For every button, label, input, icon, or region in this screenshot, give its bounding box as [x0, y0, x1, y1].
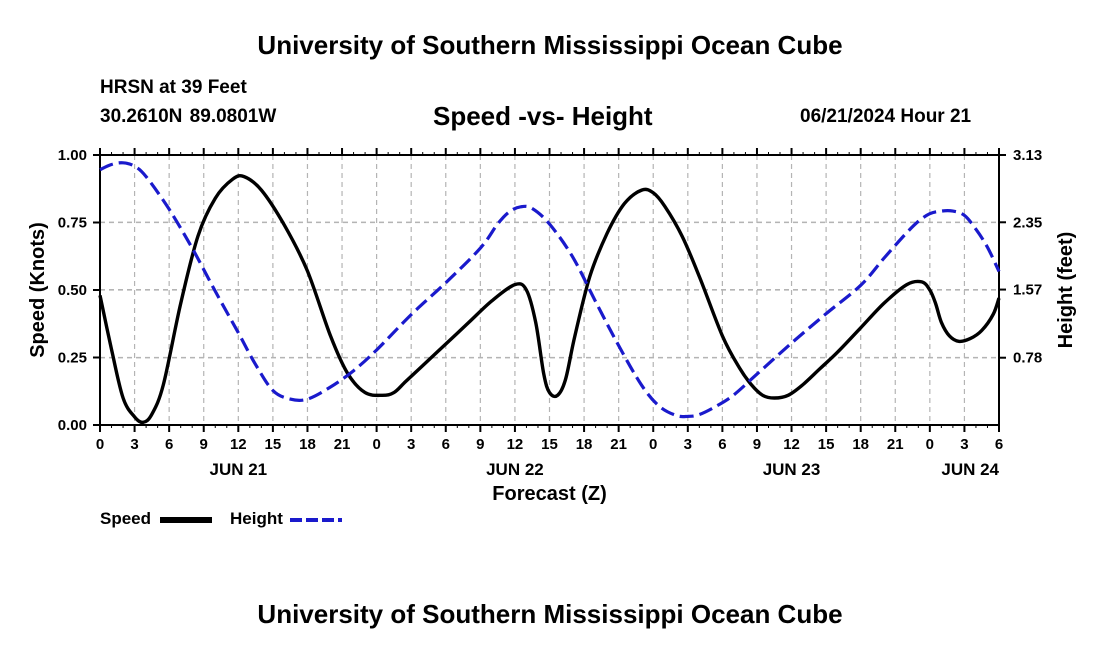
coordinates-label: 30.2610N 89.0801W [100, 106, 277, 127]
chart-subtitle: Speed -vs- Height [433, 101, 653, 131]
chart-grid [100, 155, 999, 425]
x-tick-label: 9 [753, 436, 761, 453]
x-tick-label: 6 [995, 436, 1003, 453]
y-tick-label: 0.75 [58, 215, 87, 232]
day-label: JUN 24 [941, 460, 999, 479]
y2-axis-title: Height (feet) [1055, 232, 1077, 349]
legend-speed-label: Speed [100, 509, 152, 528]
station-label: HRSN at 39 Feet [100, 77, 247, 98]
series-line-height [99, 161, 1001, 419]
day-label: JUN 22 [486, 460, 544, 479]
y2-tick-label: 2.35 [1013, 214, 1042, 231]
x-tick-label: 0 [926, 436, 934, 453]
page-title: University of Southern Mississippi Ocean… [257, 30, 843, 60]
y-tick-label: 0.00 [58, 417, 87, 434]
x-tick-label: 3 [960, 436, 968, 453]
x-tick-label: 0 [649, 436, 657, 453]
x-tick-label: 9 [476, 436, 484, 453]
x-tick-label: 21 [887, 436, 904, 453]
chart-axes [93, 148, 1006, 432]
x-tick-label: 15 [265, 436, 282, 453]
x-tick-label: 3 [684, 436, 692, 453]
x-tick-label: 3 [407, 436, 415, 453]
x-tick-label: 12 [230, 436, 247, 453]
day-label: JUN 23 [763, 460, 821, 479]
legend-height-swatch [290, 518, 342, 522]
y2-tick-label: 3.13 [1013, 147, 1042, 164]
x-tick-label: 12 [507, 436, 524, 453]
x-tick-label: 6 [718, 436, 726, 453]
x-axis-title: Forecast (Z) [492, 483, 606, 505]
series-line-speed [98, 174, 1001, 425]
y-tick-label: 0.50 [58, 282, 87, 299]
footer-title: University of Southern Mississippi Ocean… [257, 599, 843, 629]
y-axis-title: Speed (Knots) [27, 222, 49, 358]
chart-labels: 0 3 6 9 12 15 18 21 0 3 6 9 12 15 18 21 0 3 6 9 12 15 18 21 0 3 6 J… [27, 147, 1077, 505]
x-tick-label: 18 [299, 436, 316, 453]
x-tick-label: 18 [852, 436, 869, 453]
y-tick-label: 1.00 [58, 147, 87, 164]
forecast-datetime: 06/21/2024 Hour 21 [800, 106, 972, 127]
day-label: JUN 21 [209, 460, 267, 479]
y2-tick-label: 1.57 [1013, 282, 1042, 299]
x-tick-label: 18 [576, 436, 593, 453]
legend-height-label: Height [230, 509, 283, 528]
x-tick-label: 3 [130, 436, 138, 453]
legend-speed-swatch [160, 517, 212, 523]
y2-tick-label: 0.78 [1013, 350, 1042, 367]
x-tick-label: 0 [96, 436, 104, 453]
x-tick-label: 12 [783, 436, 800, 453]
x-tick-label: 6 [165, 436, 173, 453]
x-tick-label: 21 [334, 436, 351, 453]
x-tick-label: 15 [818, 436, 835, 453]
x-tick-label: 15 [541, 436, 558, 453]
x-tick-label: 6 [442, 436, 450, 453]
x-tick-label: 0 [372, 436, 380, 453]
x-tick-label: 9 [200, 436, 208, 453]
y-tick-label: 0.25 [58, 350, 87, 367]
x-tick-label: 21 [610, 436, 627, 453]
chart-series [98, 161, 1001, 425]
